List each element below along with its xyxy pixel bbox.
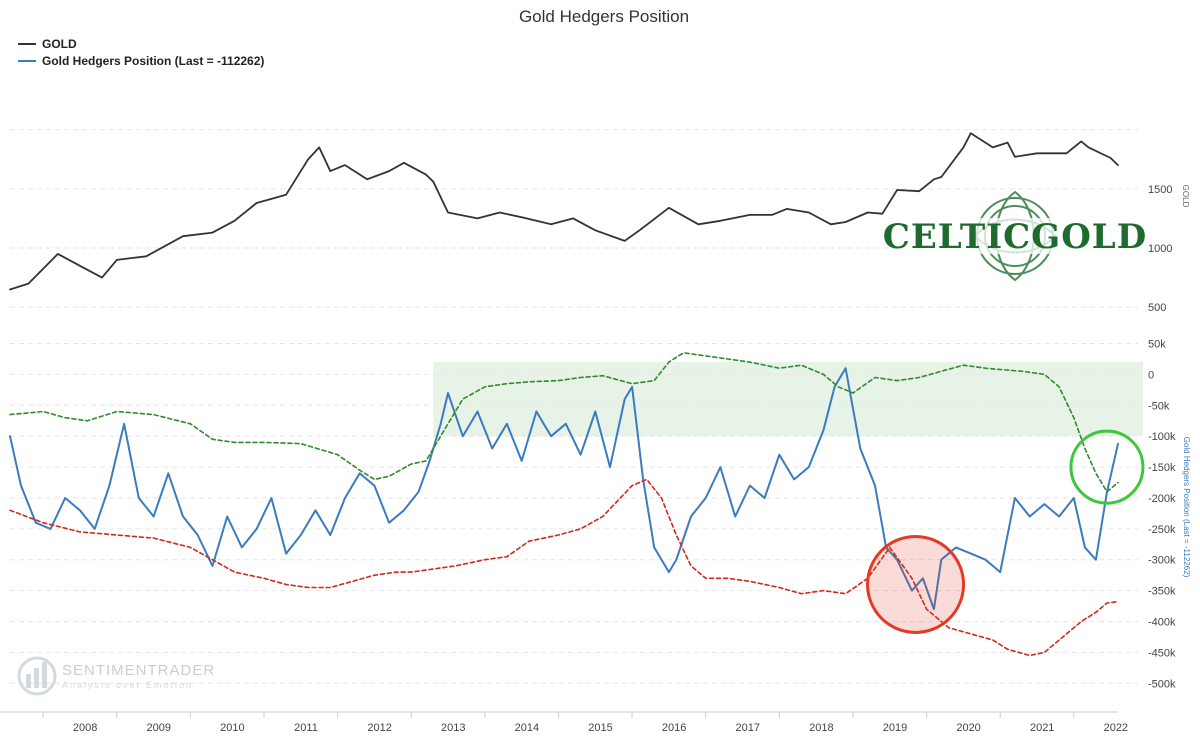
- x-tick-2017: 2017: [735, 722, 759, 734]
- x-tick-2019: 2019: [883, 722, 907, 734]
- hedgers-gridlines: [10, 343, 1138, 684]
- x-tick-2011: 2011: [294, 722, 318, 734]
- legend-label-gold[interactable]: GOLD: [42, 37, 77, 51]
- series-layer: [9, 132, 1119, 657]
- logo-text: CELTICGOLD: [883, 217, 1147, 257]
- hedgers-axis-title: Gold Hedgers Position (Last = -112262): [1182, 437, 1191, 578]
- x-tick-2013: 2013: [441, 722, 465, 734]
- legend-label-hedgers[interactable]: Gold Hedgers Position (Last = -112262): [42, 54, 264, 68]
- x-tick-2008: 2008: [73, 722, 97, 734]
- celticgold-logo: CELTICGOLD: [883, 190, 1147, 282]
- legend: GOLD Gold Hedgers Position (Last = -1122…: [18, 37, 264, 68]
- watermark-subtitle: Analysis over Emotion: [62, 680, 193, 690]
- hedgers-tick-0: 0: [1148, 369, 1154, 381]
- x-tick-2012: 2012: [367, 722, 391, 734]
- x-tick-2021: 2021: [1030, 722, 1054, 734]
- series-line-gold[interactable]: [9, 132, 1119, 291]
- gold-tick-1000: 1000: [1148, 243, 1172, 255]
- hedgers-tick-200k: -200k: [1148, 493, 1176, 505]
- hedgers-tick-300k: -300k: [1148, 555, 1176, 567]
- x-tick-2018: 2018: [809, 722, 833, 734]
- gold-axis: 500 1000 1500: [1148, 184, 1172, 314]
- x-tick-2015: 2015: [588, 722, 612, 734]
- x-tick-2010: 2010: [220, 722, 244, 734]
- chart-title: Gold Hedgers Position: [519, 7, 689, 26]
- x-tick-2020: 2020: [956, 722, 980, 734]
- x-tick-2014: 2014: [515, 722, 539, 734]
- hedgers-tick-450k: -450k: [1148, 647, 1176, 659]
- hedgers-tick-500k: -500k: [1148, 678, 1176, 690]
- x-axis: 2008 2009 2010 2011 2012 2013 2014 2015 2016 2017…: [0, 711, 1128, 734]
- annotations-layer: [866, 429, 1145, 634]
- hedgers-tick-100k: -100k: [1148, 431, 1176, 443]
- x-tick-2022: 2022: [1104, 722, 1128, 734]
- watermark-title: SENTIMENTRADER: [62, 662, 215, 679]
- sentimentrader-watermark: SENTIMENTRADER Analysis over Emotion: [17, 656, 215, 696]
- gold-tick-1500: 1500: [1148, 184, 1172, 196]
- hedgers-tick-150k: -150k: [1148, 462, 1176, 474]
- hedgers-tick-50k: 50k: [1148, 339, 1166, 351]
- x-tick-2016: 2016: [662, 722, 686, 734]
- hedgers-tick-250k: -250k: [1148, 524, 1176, 536]
- hedgers-axis: 50k 0 -50k -100k -150k -200k -250k -300k -350k -4…: [1148, 339, 1176, 691]
- hedgers-tick-50k: -50k: [1148, 400, 1170, 412]
- series-line-gold-hedgers-position-last-112262[interactable]: [9, 367, 1119, 611]
- annotation-green-circle: [1069, 429, 1145, 505]
- series-line-upper-band[interactable]: [9, 351, 1119, 493]
- x-tick-2009: 2009: [147, 722, 171, 734]
- annotation-red-circle: [866, 534, 966, 634]
- gold-tick-500: 500: [1148, 302, 1166, 314]
- hedgers-tick-350k: -350k: [1148, 586, 1176, 598]
- hedgers-tick-400k: -400k: [1148, 617, 1176, 629]
- series-line-lower-band[interactable]: [9, 478, 1119, 657]
- gold-axis-title: GOLD: [1181, 185, 1190, 208]
